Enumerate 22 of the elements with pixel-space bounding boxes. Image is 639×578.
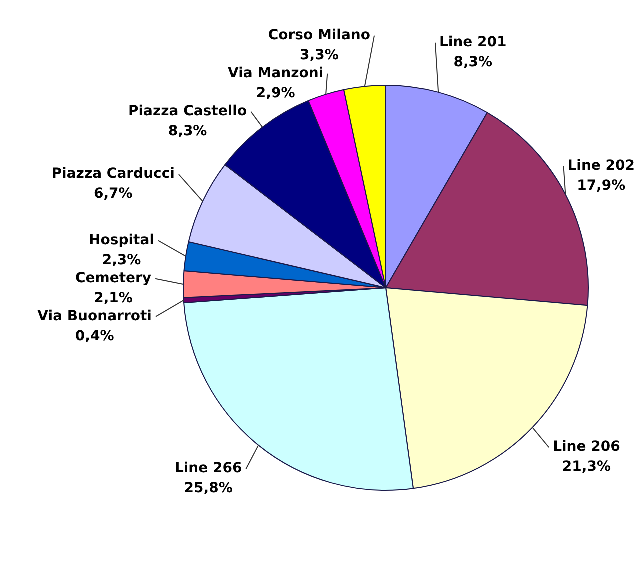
data-label: 2,1% — [94, 290, 133, 307]
slice-label: Cemetery — [75, 270, 152, 287]
slice-label: Via Manzoni — [228, 65, 324, 82]
data-label: 8,3% — [454, 54, 493, 71]
data-label: 17,9% — [577, 178, 626, 194]
data-label: 2,3% — [102, 252, 142, 269]
slice-label: Line 206 — [553, 439, 620, 456]
data-label: 0,4% — [75, 328, 114, 345]
data-label: 3,3% — [300, 47, 339, 64]
slice-label: Line 266 — [174, 460, 242, 477]
data-label: 25,8% — [184, 480, 233, 497]
data-label: 2,9% — [256, 85, 296, 102]
slice-label: Corso Milano — [268, 27, 371, 44]
data-label: 21,3% — [562, 459, 612, 476]
slice-label: Line 201 — [439, 34, 507, 51]
slice-label: Piazza Castello — [128, 103, 248, 120]
data-label: 8,3% — [168, 123, 208, 140]
slice-label: Via Buonarroti — [38, 308, 152, 325]
slice-label: Hospital — [89, 232, 154, 249]
data-label: 6,7% — [94, 186, 133, 202]
slice-label: Piazza Carducci — [52, 166, 175, 182]
slice-label: Line 202 — [568, 158, 635, 174]
